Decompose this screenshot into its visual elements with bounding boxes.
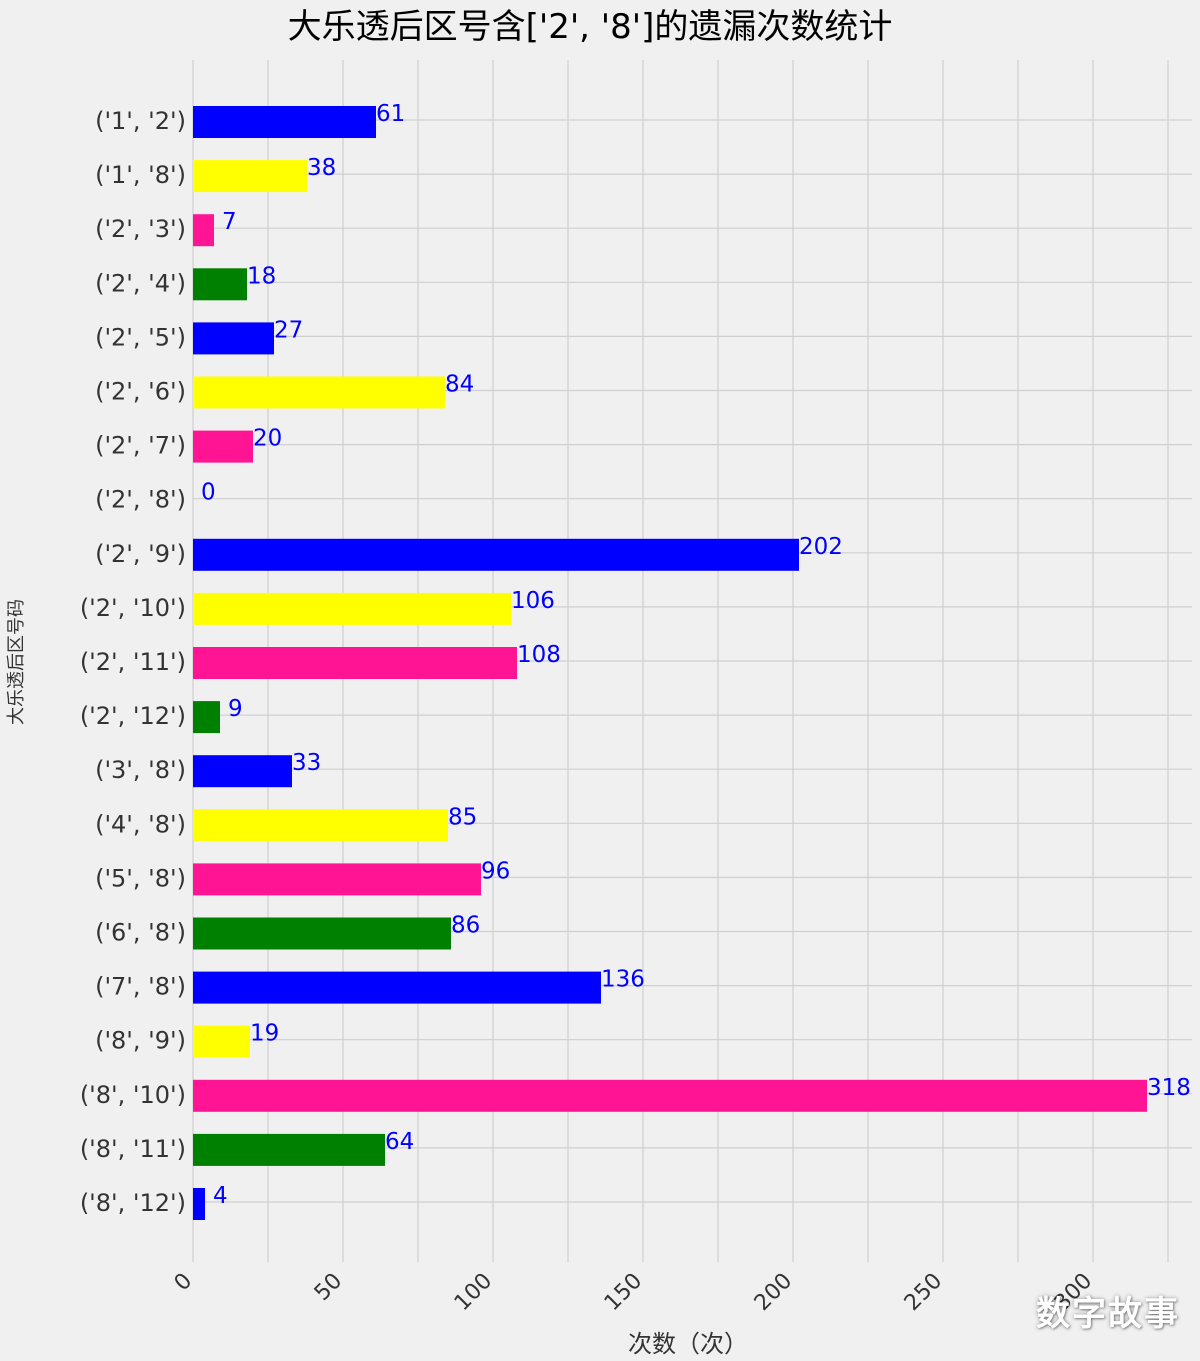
bar (193, 863, 481, 896)
data-label: 84 (445, 372, 474, 398)
data-label: 7 (222, 209, 237, 235)
x-tick-label: 250 (900, 1269, 947, 1316)
label-layer: 0 50 100 150 200 250 300('1', '2') 61('1', '8')… (80, 101, 1191, 1316)
bar (193, 214, 214, 247)
bar (193, 106, 376, 138)
data-label: 61 (376, 101, 405, 127)
bar (193, 430, 253, 463)
data-label: 0 (201, 480, 216, 506)
y-tick-label: ('8', '9') (95, 1027, 186, 1055)
y-tick-label: ('7', '8') (95, 973, 186, 1001)
y-tick-label: ('2', '9') (95, 540, 186, 568)
data-label: 64 (385, 1129, 414, 1155)
bar (193, 160, 307, 193)
bar (193, 1025, 250, 1058)
y-tick-label: ('5', '8') (95, 864, 186, 892)
y-axis-title: 大乐透后区号码 (6, 599, 27, 725)
bar (193, 538, 799, 571)
y-tick-label: ('2', '11') (80, 648, 186, 676)
grid-layer (192, 60, 1192, 1262)
data-label: 318 (1147, 1075, 1191, 1101)
bar (193, 592, 511, 625)
watermark: 数字故事 (1036, 1294, 1180, 1334)
y-tick-label: ('2', '5') (95, 323, 186, 351)
y-tick-label: ('2', '12') (80, 702, 186, 730)
data-label: 86 (451, 913, 480, 939)
data-label: 38 (307, 155, 336, 181)
x-tick-label: 0 (170, 1269, 198, 1297)
y-tick-label: ('8', '12') (80, 1189, 186, 1217)
bar (193, 971, 601, 1004)
bar (193, 1079, 1147, 1112)
x-tick-label: 50 (310, 1269, 347, 1306)
data-label: 106 (511, 588, 555, 614)
bar (193, 809, 448, 842)
y-tick-label: ('2', '6') (95, 378, 186, 406)
data-label: 96 (481, 858, 510, 884)
data-label: 18 (247, 263, 276, 289)
y-tick-label: ('1', '2') (95, 107, 186, 135)
bar (193, 268, 247, 301)
data-label: 33 (292, 750, 321, 776)
bar (193, 647, 517, 679)
data-label: 202 (799, 534, 843, 560)
bar (193, 1133, 385, 1166)
data-label: 19 (250, 1021, 279, 1047)
y-tick-label: ('2', '4') (95, 269, 186, 297)
bar (193, 322, 274, 355)
data-label: 136 (601, 967, 645, 993)
x-axis-title: 次数（次） (628, 1330, 748, 1358)
x-tick-label: 150 (600, 1269, 647, 1316)
bar (193, 917, 451, 950)
bar (193, 701, 220, 734)
data-label: 108 (517, 642, 561, 668)
y-tick-label: ('2', '10') (80, 594, 186, 622)
data-label: 4 (213, 1183, 228, 1209)
bar-layer (193, 106, 1147, 1220)
y-tick-label: ('2', '7') (95, 432, 186, 460)
bar (193, 755, 292, 788)
y-tick-label: ('8', '10') (80, 1081, 186, 1109)
data-label: 27 (274, 317, 303, 343)
y-tick-label: ('8', '11') (80, 1135, 186, 1163)
x-tick-label: 100 (450, 1269, 497, 1316)
bar (193, 376, 445, 409)
y-tick-label: ('4', '8') (95, 810, 186, 838)
data-label: 9 (228, 696, 243, 722)
y-tick-label: ('2', '8') (95, 486, 186, 514)
y-tick-label: ('1', '8') (95, 161, 186, 189)
y-tick-label: ('6', '8') (95, 919, 186, 947)
data-label: 20 (253, 426, 282, 452)
bar (193, 1188, 205, 1220)
x-tick-label: 200 (750, 1269, 797, 1316)
y-tick-label: ('2', '3') (95, 215, 186, 243)
data-label: 85 (448, 804, 477, 830)
y-tick-label: ('3', '8') (95, 756, 186, 784)
chart-title: 大乐透后区号含['2', '8']的遗漏次数统计 (288, 7, 893, 47)
